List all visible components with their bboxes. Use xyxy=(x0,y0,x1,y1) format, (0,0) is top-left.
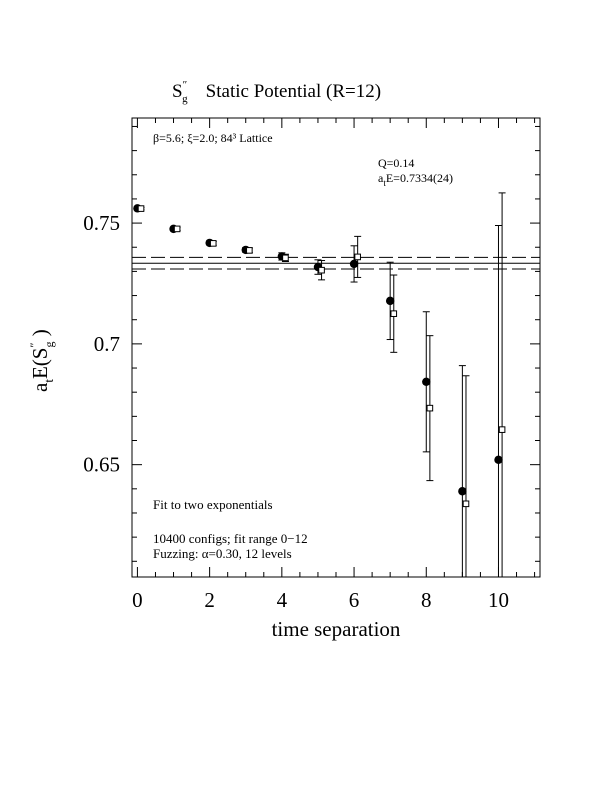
data-point-square xyxy=(462,500,470,508)
data-point-square xyxy=(354,253,361,261)
title-symbol-sup: ″ xyxy=(183,79,188,91)
x-tick-label: 6 xyxy=(349,588,360,612)
fuzzing-annotation: Fuzzing: α=0.30, 12 levels xyxy=(153,546,292,561)
x-tick-label: 2 xyxy=(204,588,215,612)
fit-energy-prefix: a xyxy=(378,171,384,185)
y-axis-label-suffix: ) xyxy=(28,329,52,341)
data-points xyxy=(133,192,506,577)
y-tick-label: 0.75 xyxy=(83,211,120,235)
y-axis-label-sub: g xyxy=(42,342,56,348)
data-point-square xyxy=(318,266,325,274)
y-axis-label: atE(S″g ) xyxy=(27,329,56,392)
x-tick-label: 0 xyxy=(132,588,143,612)
data-point-square xyxy=(426,404,434,412)
title-symbol-sub: g xyxy=(182,93,188,105)
data-point-square xyxy=(282,254,289,262)
x-tick-label: 4 xyxy=(277,588,288,612)
configs-annotation: 10400 configs; fit range 0−12 xyxy=(153,531,308,546)
fit-energy-value: E=0.7334(24) xyxy=(386,171,453,185)
data-point-square xyxy=(246,247,253,254)
y-axis-label-prefix-sub: t xyxy=(41,379,56,383)
data-point-circle xyxy=(458,487,467,496)
fit-energy-sub: t xyxy=(383,178,386,188)
data-point-square xyxy=(173,225,181,233)
lattice-annotation: β=5.6; ξ=2.0; 84³ Lattice xyxy=(153,131,273,145)
data-point-square xyxy=(390,310,398,317)
x-tick-label: 8 xyxy=(421,588,432,612)
title-text: Static Potential (R=12) xyxy=(206,81,381,102)
x-tick-label: 10 xyxy=(488,588,509,612)
data-point-square xyxy=(498,426,506,433)
y-tick-label: 0.7 xyxy=(94,332,120,356)
axes: 0 2 4 6 8 10 0.65 0.7 0.75 xyxy=(83,117,541,612)
title-symbol: S xyxy=(172,81,183,102)
data-point-circle xyxy=(494,455,503,465)
fit-band xyxy=(132,256,540,270)
y-axis-label-prefix: a xyxy=(28,382,52,392)
chart-title: S″ g Static Potential (R=12) xyxy=(172,79,381,105)
y-axis-label-sup: ″ xyxy=(27,343,41,348)
q-annotation: Q=0.14 xyxy=(378,156,414,170)
y-tick-label: 0.65 xyxy=(83,453,120,477)
data-point-square xyxy=(209,240,217,247)
data-point-square xyxy=(137,205,145,212)
y-axis-label-body: E(S xyxy=(28,348,52,380)
data-point-circle xyxy=(349,259,359,269)
data-point-circle xyxy=(422,377,431,387)
fit-type-annotation: Fit to two exponentials xyxy=(153,497,273,512)
data-point-circle xyxy=(385,296,395,306)
fit-energy-annotation: atE=0.7334(24) xyxy=(378,171,453,188)
x-axis-label: time separation xyxy=(272,617,401,641)
